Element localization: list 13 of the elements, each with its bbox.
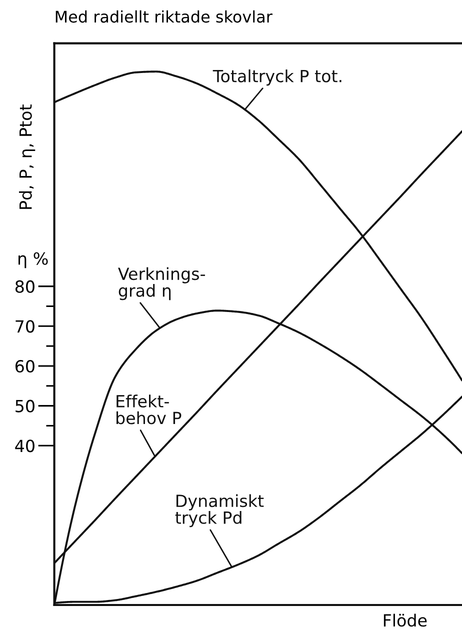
y-tick-label: 80 <box>15 280 34 293</box>
y-tick-label: 50 <box>16 400 34 412</box>
y-tick-label: 70 <box>16 320 34 333</box>
series-label: Effekt- behov P <box>116 394 182 424</box>
x-axis-title: Flöde <box>384 614 427 627</box>
y-axis-title: Pd, P, η, Ptot <box>19 104 36 209</box>
chart-title: Med radiellt riktade skovlar <box>56 10 272 23</box>
y-tick-label: 40 <box>15 440 34 452</box>
series-label: Verknings- grad η <box>118 267 205 300</box>
text: η % <box>18 252 48 268</box>
y-tick-label: 60 <box>16 360 34 373</box>
series-label: Dynamiskt tryck Pd <box>175 494 264 528</box>
series-label: Totaltryck P tot. <box>212 69 342 86</box>
